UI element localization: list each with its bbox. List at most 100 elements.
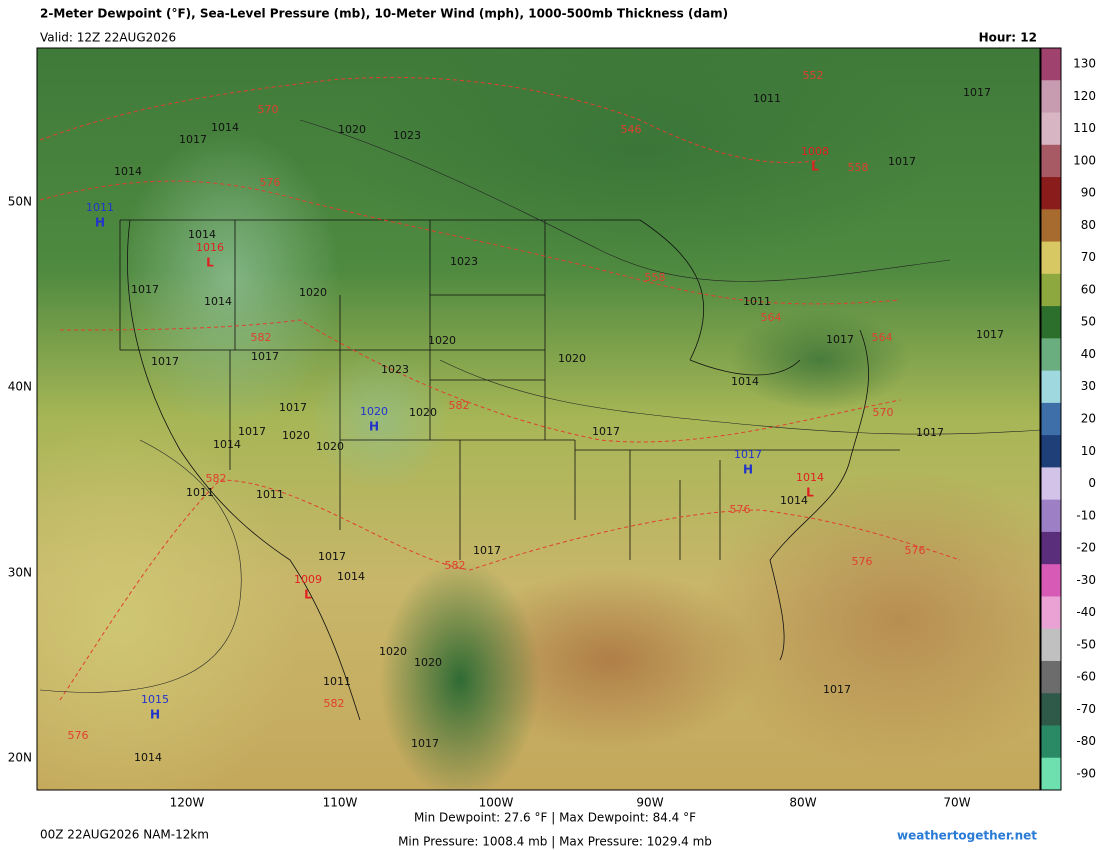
thickness-label: 564 <box>872 331 893 344</box>
colorbar-label: -40 <box>1076 605 1096 619</box>
latitude-label: 30N <box>8 566 32 580</box>
pressure-center-value: 1020 <box>360 405 388 418</box>
thickness-label: 582 <box>206 472 227 485</box>
pressure-center-symbol: L <box>206 256 214 270</box>
colorbar-label: -50 <box>1076 637 1096 651</box>
thickness-label: 576 <box>905 544 926 557</box>
colorbar-label: -80 <box>1076 734 1096 748</box>
isobar-label: 1020 <box>338 123 366 136</box>
colorbar-segment <box>1041 693 1061 726</box>
model-run: 00Z 22AUG2026 NAM-12km <box>40 828 209 842</box>
colorbar-label: 80 <box>1081 218 1096 232</box>
isobar-label: 1020 <box>282 429 310 442</box>
pressure-center-value: 1015 <box>141 693 169 706</box>
isobar-label: 1020 <box>428 334 456 347</box>
isobar-label: 1017 <box>318 550 346 563</box>
isobar-label: 1017 <box>823 683 851 696</box>
colorbar-segment <box>1041 80 1061 114</box>
isobar-label: 1017 <box>473 544 501 557</box>
isobar-label: 1017 <box>826 333 854 346</box>
colorbar-segment <box>1041 531 1061 565</box>
colorbar-segment <box>1041 628 1061 662</box>
isobar-label: 1014 <box>114 165 142 178</box>
isobar-label: 1014 <box>134 751 162 764</box>
isobar-label: 1017 <box>279 401 307 414</box>
isobar-label: 1017 <box>131 283 159 296</box>
colorbar-segment <box>1041 112 1061 146</box>
isobar-label: 1023 <box>381 363 409 376</box>
pressure-center-symbol: H <box>95 216 105 230</box>
colorbar-label: 40 <box>1081 347 1096 361</box>
colorbar-label: 50 <box>1081 315 1096 329</box>
longitude-label: 100W <box>479 796 514 810</box>
isobar-label: 1017 <box>592 425 620 438</box>
isobar-label: 1017 <box>888 155 916 168</box>
colorbar-segment <box>1041 435 1061 468</box>
colorbar-segment <box>1041 725 1061 759</box>
isobar-label: 1017 <box>251 350 279 363</box>
longitude-label: 90W <box>636 796 663 810</box>
pressure-range: Min Pressure: 1008.4 mb | Max Pressure: … <box>398 835 712 849</box>
colorbar-segment <box>1041 660 1061 694</box>
colorbar-label: -20 <box>1076 541 1096 555</box>
colorbar-label: -90 <box>1076 766 1096 780</box>
isobar-label: 1017 <box>151 355 179 368</box>
colorbar-label: 100 <box>1073 153 1096 167</box>
colorbar-label: -10 <box>1076 508 1096 522</box>
isobar-label: 1020 <box>316 440 344 453</box>
isobar-label: 1023 <box>393 129 421 142</box>
colorbar-frame <box>1040 47 1062 791</box>
latitude-label: 40N <box>8 380 32 394</box>
pressure-center-value: 1008 <box>801 145 829 158</box>
isobar-label: 1011 <box>753 92 781 105</box>
isobar-label: 1017 <box>179 133 207 146</box>
colorbar-label: 120 <box>1073 89 1096 103</box>
colorbar-segment <box>1041 370 1061 404</box>
longitude-label: 70W <box>943 796 970 810</box>
site-link[interactable]: weathertogether.net <box>897 829 1037 843</box>
thickness-label: 552 <box>803 69 824 82</box>
colorbar-label: 130 <box>1073 57 1096 71</box>
colorbar-label: 110 <box>1073 121 1096 135</box>
colorbar-segment <box>1041 757 1061 791</box>
colorbar-label: 70 <box>1081 250 1096 264</box>
thickness-label: 570 <box>873 406 894 419</box>
pressure-center-symbol: H <box>369 420 379 434</box>
isobar-label: 1020 <box>414 656 442 669</box>
colorbar-label: 20 <box>1081 412 1096 426</box>
pressure-center-value: 1014 <box>796 471 824 484</box>
colorbar-label: 10 <box>1081 444 1096 458</box>
pressure-center-symbol: H <box>743 463 753 477</box>
colorbar-segment <box>1041 306 1061 339</box>
longitude-label: 120W <box>170 796 205 810</box>
colorbar-segment <box>1041 48 1061 81</box>
isobar-label: 1017 <box>963 86 991 99</box>
colorbar-label: 60 <box>1081 282 1096 296</box>
colorbar-label: 30 <box>1081 379 1096 393</box>
isobar-label: 1023 <box>450 255 478 268</box>
colorbar-segment <box>1041 467 1061 501</box>
isobar-label: 1014 <box>204 295 232 308</box>
isobar-label: 1014 <box>213 438 241 451</box>
isobar-label: 1011 <box>323 675 351 688</box>
isobar-label: 1014 <box>188 228 216 241</box>
colorbar-segment <box>1041 273 1061 307</box>
latitude-label: 50N <box>8 195 32 209</box>
map-frame <box>36 47 1041 791</box>
pressure-center-symbol: H <box>150 708 160 722</box>
isobar-label: 1017 <box>916 426 944 439</box>
isobar-label: 1011 <box>743 295 771 308</box>
latitude-label: 20N <box>8 751 32 765</box>
colorbar-segment <box>1041 177 1061 210</box>
thickness-label: 576 <box>730 503 751 516</box>
valid-time: Valid: 12Z 22AUG2026 <box>40 31 176 45</box>
colorbar-label: -30 <box>1076 573 1096 587</box>
isobar-label: 1017 <box>976 328 1004 341</box>
thickness-label: 546 <box>621 123 642 136</box>
isobar-label: 1011 <box>186 486 214 499</box>
isobar-label: 1011 <box>256 488 284 501</box>
isobar-label: 1020 <box>379 645 407 658</box>
thickness-label: 576 <box>260 176 281 189</box>
thickness-label: 582 <box>445 559 466 572</box>
